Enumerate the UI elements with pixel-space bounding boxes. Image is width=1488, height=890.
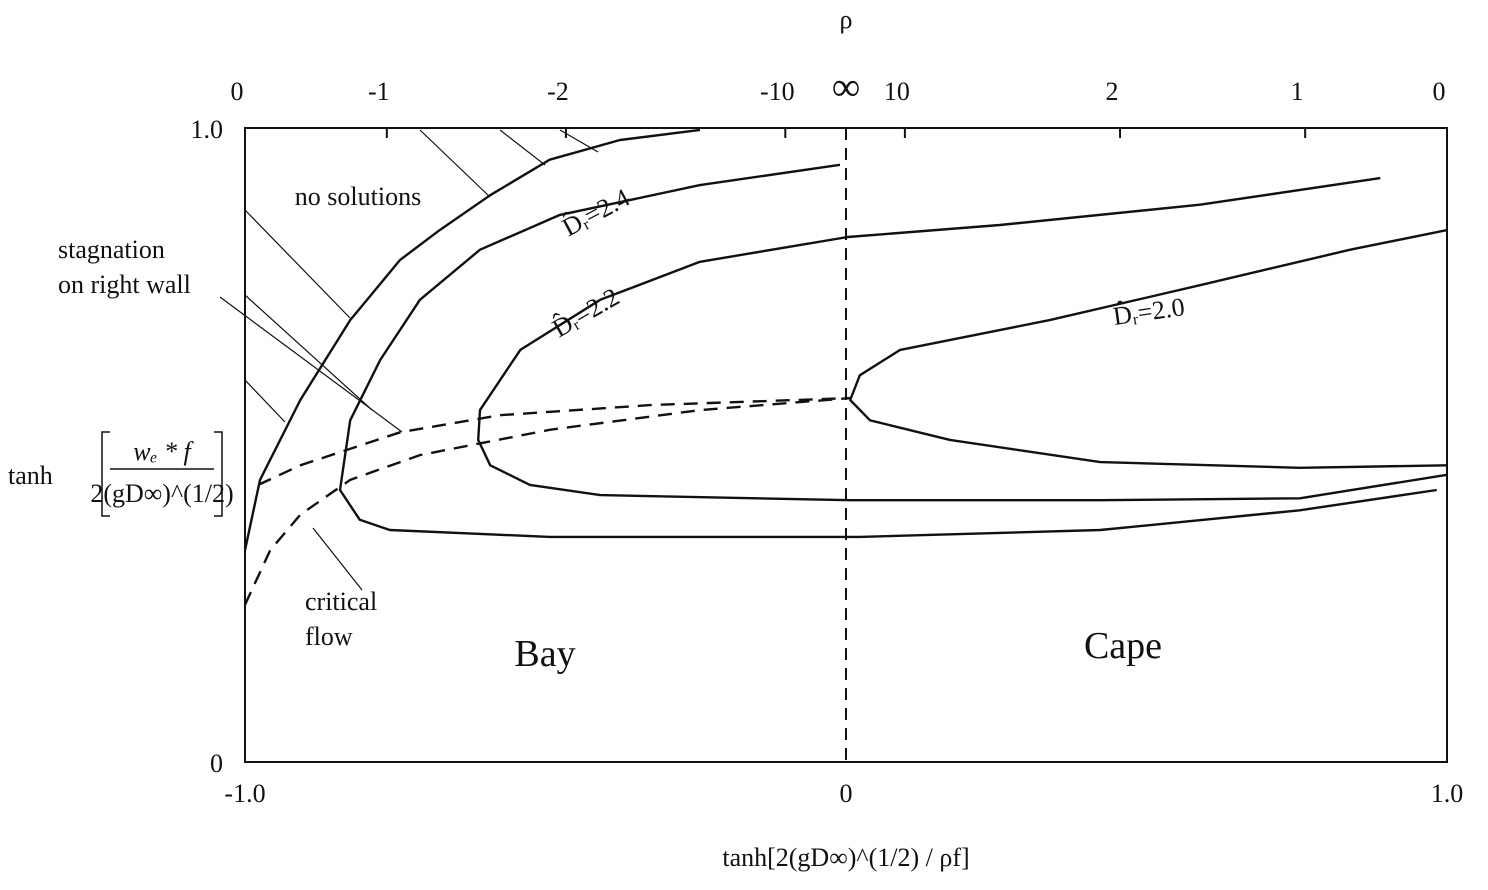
x2-tick-label: 2 — [1106, 77, 1119, 106]
curve — [849, 228, 1448, 469]
curve-label: D̂ᵣ=2.2 — [547, 282, 624, 343]
y-tick-label: 0 — [210, 749, 223, 778]
y-axis-title-denominator: 2(gD∞)^(1/2) — [90, 479, 233, 508]
x2-tick-label: 1 — [1291, 77, 1304, 106]
y-tick-label: 1.0 — [191, 115, 224, 144]
x2-tick-label: 10 — [884, 77, 910, 106]
x-tick-label: 0 — [840, 779, 853, 808]
annotation: no solutions — [295, 182, 421, 211]
y-axis-title-numerator: wₑ * f — [133, 437, 194, 466]
annotation: stagnation — [58, 235, 165, 264]
x2-tick-label: ∞ — [832, 64, 861, 109]
x-tick-label: -1.0 — [224, 779, 265, 808]
annotation: flow — [305, 622, 353, 651]
curve — [477, 176, 1448, 502]
plot-frame — [244, 127, 1448, 763]
curve-label: D̂ᵣ=2.0 — [1111, 292, 1186, 331]
annotation: on right wall — [58, 270, 191, 299]
curve — [338, 163, 1437, 539]
x2-tick-label: -10 — [760, 77, 795, 106]
curve-label: D̂ᵣ=2.4 — [557, 183, 634, 242]
x2-axis-title: ρ — [840, 5, 853, 34]
dashed-curve — [243, 396, 851, 606]
x2-tick-label: -1 — [368, 77, 390, 106]
curve — [243, 128, 701, 551]
region-label: Bay — [514, 633, 575, 675]
annotation: critical — [305, 587, 377, 616]
x-tick-label: 1.0 — [1431, 779, 1464, 808]
x2-tick-label: -2 — [547, 77, 569, 106]
x2-tick-label: 0 — [1433, 77, 1446, 106]
y-axis-title-prefix: tanh — [8, 461, 53, 490]
y-label-bracket — [101, 431, 223, 517]
region-label: Cape — [1084, 625, 1162, 667]
x-axis-title: tanh[2(gD∞)^(1/2) / ρf] — [722, 843, 969, 872]
x2-tick-label: 0 — [231, 77, 244, 106]
